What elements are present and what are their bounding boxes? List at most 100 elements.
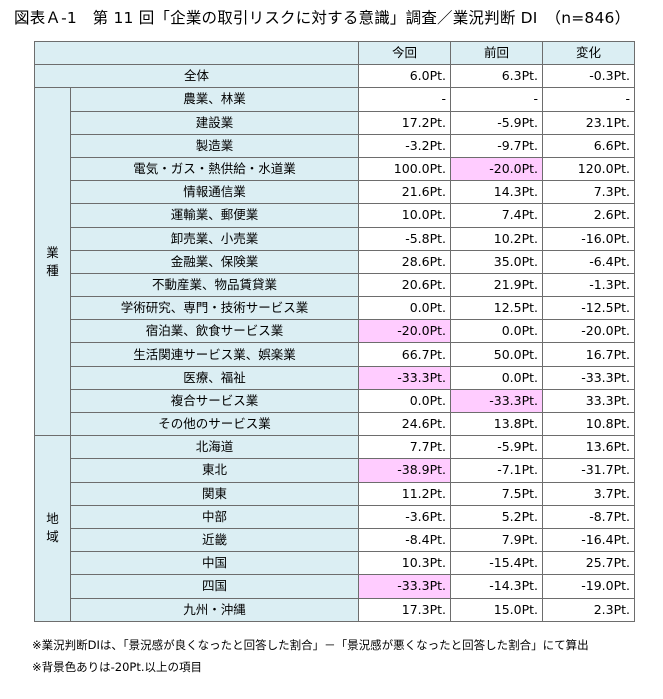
value-current: 20.6Pt. <box>358 272 451 298</box>
value-previous: -5.9Pt. <box>450 110 543 135</box>
group-label: 業種 <box>34 87 71 437</box>
table-row: 建設業 17.2Pt. -5.9Pt. 23.1Pt. <box>35 110 635 135</box>
row-label: 東北 <box>70 458 359 483</box>
header-previous: 前回 <box>450 40 543 66</box>
table-row: 不動産業、物品賃貸業 20.6Pt. 21.9Pt. -1.3Pt. <box>35 272 635 298</box>
value-change: 2.3Pt. <box>542 597 635 622</box>
value-current: 11.2Pt. <box>358 481 451 506</box>
value-current: 100.0Pt. <box>358 156 451 182</box>
value-change: -20.0Pt. <box>542 319 635 344</box>
value-current: 0.0Pt. <box>358 296 451 321</box>
value-previous: 10.2Pt. <box>450 226 543 251</box>
value-change: 2.6Pt. <box>542 203 635 228</box>
header-blank-cell <box>34 40 359 66</box>
group-label-char: 地 <box>46 511 59 527</box>
value-current: 17.2Pt. <box>358 110 451 135</box>
value-previous: -33.3Pt. <box>450 388 543 414</box>
value-current: -38.9Pt. <box>358 458 451 483</box>
value-current: -33.3Pt. <box>358 365 451 390</box>
value-change: 7.3Pt. <box>542 180 635 205</box>
total-row: 全体 6.0Pt. 6.3Pt. -0.3Pt. <box>34 64 635 89</box>
value-previous: -20.0Pt. <box>450 156 543 182</box>
row-label: 医療、福祉 <box>70 365 359 390</box>
value-change: -12.5Pt. <box>542 296 635 321</box>
row-label: 電気・ガス・熱供給・水道業 <box>70 156 359 182</box>
value-current: -5.8Pt. <box>358 226 451 251</box>
value-change: -16.4Pt. <box>542 527 635 553</box>
value-previous: 12.5Pt. <box>450 296 543 321</box>
value-previous: -14.3Pt. <box>450 574 543 599</box>
value-current: 6.0Pt. <box>358 64 451 89</box>
row-label: 運輸業、郵便業 <box>70 203 359 228</box>
row-label: 宿泊業、飲食サービス業 <box>70 319 359 344</box>
row-label: 四国 <box>70 574 359 599</box>
row-label: 北海道 <box>70 435 359 460</box>
footnote: ※背景色ありは-20Pt.以上の項目 <box>32 660 203 674</box>
value-current: 10.0Pt. <box>358 203 451 228</box>
di-table: 今回 前回 変化 全体 6.0Pt. 6.3Pt. -0.3Pt. 業種農業、林… <box>34 40 635 622</box>
value-change: 16.7Pt. <box>542 342 635 367</box>
header-change: 変化 <box>542 40 635 66</box>
table-row: 学術研究、専門・技術サービス業 0.0Pt. 12.5Pt. -12.5Pt. <box>35 296 635 321</box>
value-previous: 7.4Pt. <box>450 203 543 228</box>
table-row: 運輸業、郵便業 10.0Pt. 7.4Pt. 2.6Pt. <box>35 203 635 228</box>
table-row: 電気・ガス・熱供給・水道業 100.0Pt. -20.0Pt. 120.0Pt. <box>35 156 635 182</box>
table-row: 中部 -3.6Pt. 5.2Pt. -8.7Pt. <box>35 504 635 529</box>
table-row: その他のサービス業 24.6Pt. 13.8Pt. 10.8Pt. <box>35 411 635 437</box>
header-row: 今回 前回 変化 <box>34 40 635 66</box>
value-previous: -7.1Pt. <box>450 458 543 483</box>
row-label: 全体 <box>34 64 359 89</box>
value-previous: 21.9Pt. <box>450 272 543 298</box>
table-row: 近畿 -8.4Pt. 7.9Pt. -16.4Pt. <box>35 527 635 553</box>
value-change: -16.0Pt. <box>542 226 635 251</box>
table-row: 関東 11.2Pt. 7.5Pt. 3.7Pt. <box>35 481 635 506</box>
row-label: 卸売業、小売業 <box>70 226 359 251</box>
value-change: -31.7Pt. <box>542 458 635 483</box>
row-label: 学術研究、専門・技術サービス業 <box>70 296 359 321</box>
value-change: 25.7Pt. <box>542 551 635 576</box>
row-label: 不動産業、物品賃貸業 <box>70 272 359 298</box>
table-row: 医療、福祉 -33.3Pt. 0.0Pt. -33.3Pt. <box>35 365 635 390</box>
value-previous: 7.9Pt. <box>450 527 543 553</box>
value-current: 66.7Pt. <box>358 342 451 367</box>
value-change: -6.4Pt. <box>542 249 635 274</box>
table-row: 金融業、保険業 28.6Pt. 35.0Pt. -6.4Pt. <box>35 249 635 274</box>
row-label: 近畿 <box>70 527 359 553</box>
table-row: 九州・沖縄 17.3Pt. 15.0Pt. 2.3Pt. <box>35 597 635 622</box>
value-change: -19.0Pt. <box>542 574 635 599</box>
value-previous: 50.0Pt. <box>450 342 543 367</box>
value-change: -33.3Pt. <box>542 365 635 390</box>
value-current: -20.0Pt. <box>358 319 451 344</box>
row-label: その他のサービス業 <box>70 411 359 437</box>
value-previous: 7.5Pt. <box>450 481 543 506</box>
value-current: -3.2Pt. <box>358 133 451 158</box>
value-current: - <box>358 87 451 112</box>
table-row: 複合サービス業 0.0Pt. -33.3Pt. 33.3Pt. <box>35 388 635 414</box>
value-current: 24.6Pt. <box>358 411 451 437</box>
table-row: 四国 -33.3Pt. -14.3Pt. -19.0Pt. <box>35 574 635 599</box>
value-current: 10.3Pt. <box>358 551 451 576</box>
row-label: 農業、林業 <box>70 87 359 112</box>
value-change: 33.3Pt. <box>542 388 635 414</box>
value-previous: -9.7Pt. <box>450 133 543 158</box>
table-row: 中国 10.3Pt. -15.4Pt. 25.7Pt. <box>35 551 635 576</box>
row-label: 製造業 <box>70 133 359 158</box>
row-label: 建設業 <box>70 110 359 135</box>
value-previous: 14.3Pt. <box>450 180 543 205</box>
row-label: 金融業、保険業 <box>70 249 359 274</box>
value-previous: 13.8Pt. <box>450 411 543 437</box>
row-label: 中国 <box>70 551 359 576</box>
value-change: 3.7Pt. <box>542 481 635 506</box>
table-row: 製造業 -3.2Pt. -9.7Pt. 6.6Pt. <box>35 133 635 158</box>
group-label-char: 種 <box>46 262 59 278</box>
value-current: 7.7Pt. <box>358 435 451 460</box>
value-change: 13.6Pt. <box>542 435 635 460</box>
value-previous: -5.9Pt. <box>450 435 543 460</box>
value-change: 23.1Pt. <box>542 110 635 135</box>
value-change: 120.0Pt. <box>542 156 635 182</box>
row-label: 関東 <box>70 481 359 506</box>
header-current: 今回 <box>358 40 451 66</box>
value-current: 17.3Pt. <box>358 597 451 622</box>
row-label: 中部 <box>70 504 359 529</box>
row-label: 情報通信業 <box>70 180 359 205</box>
